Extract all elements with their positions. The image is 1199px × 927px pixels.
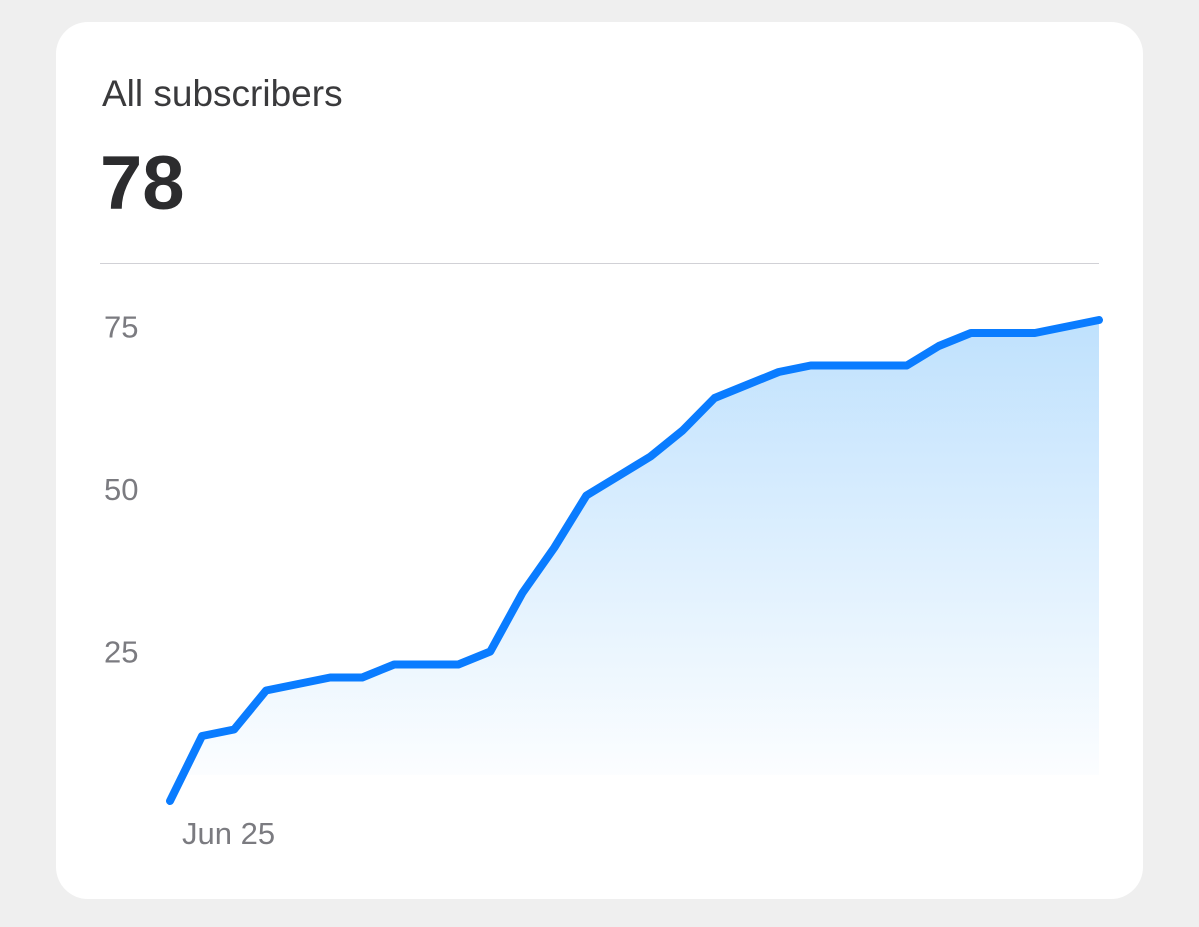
series-line (166, 316, 1103, 805)
x-tick-label: Jun 25 (182, 816, 275, 851)
y-tick-label: 75 (104, 310, 138, 345)
y-tick-label: 50 (104, 472, 138, 507)
divider (100, 263, 1099, 264)
x-axis-ticks: Jun 25 (182, 816, 275, 851)
area-fill (170, 320, 1099, 801)
card-title: All subscribers (102, 73, 343, 114)
y-axis-ticks: 25 50 75 (104, 310, 138, 670)
subscriber-total: 78 (100, 141, 185, 226)
y-tick-label: 25 (104, 635, 138, 670)
